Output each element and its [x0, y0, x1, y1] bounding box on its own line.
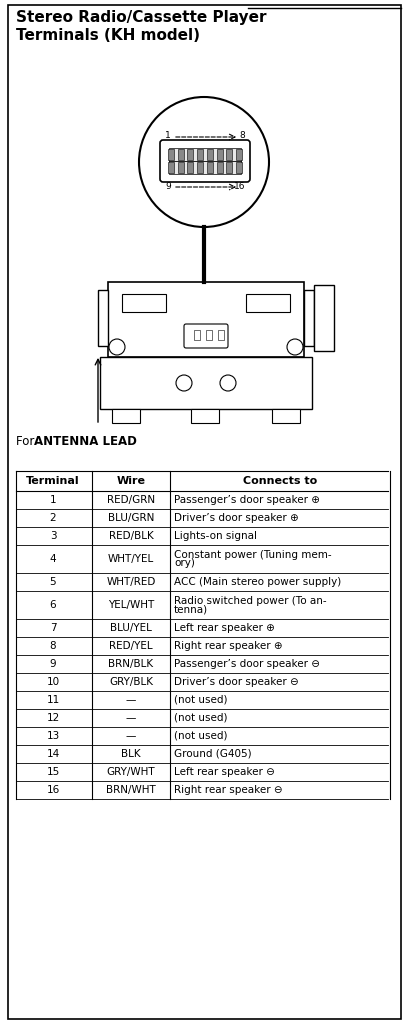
Bar [194, 330, 200, 340]
Bar [122, 294, 166, 312]
Text: BRN/WHT: BRN/WHT [106, 785, 156, 795]
Text: 4: 4 [49, 554, 56, 564]
Text: 8: 8 [49, 641, 56, 651]
Text: GRY/BLK: GRY/BLK [109, 677, 153, 687]
Text: Right rear speaker ⊖: Right rear speaker ⊖ [174, 785, 283, 795]
Bar [207, 162, 213, 173]
Bar [100, 357, 312, 409]
Text: 16: 16 [46, 785, 60, 795]
Bar [197, 162, 203, 173]
Bar [226, 150, 232, 160]
Text: (not used): (not used) [174, 713, 227, 723]
Bar [168, 162, 174, 173]
Text: ANTENNA LEAD: ANTENNA LEAD [34, 435, 137, 449]
Text: 6: 6 [49, 600, 56, 610]
Text: 7: 7 [49, 623, 56, 633]
Text: Constant power (Tuning mem-: Constant power (Tuning mem- [174, 550, 332, 559]
Bar [178, 150, 184, 160]
Bar [169, 148, 241, 174]
Bar [304, 290, 314, 346]
Circle shape [287, 339, 303, 355]
Text: (not used): (not used) [174, 731, 227, 741]
Bar [108, 282, 304, 357]
Text: Radio switched power (To an-: Radio switched power (To an- [174, 596, 327, 605]
Text: 14: 14 [46, 749, 60, 759]
Text: RED/YEL: RED/YEL [109, 641, 153, 651]
Text: Ground (G405): Ground (G405) [174, 749, 252, 759]
Text: RED/GRN: RED/GRN [107, 495, 155, 505]
Text: Terminals (KH model): Terminals (KH model) [16, 28, 200, 43]
Text: 2: 2 [49, 513, 56, 523]
Text: —: — [126, 695, 136, 705]
FancyBboxPatch shape [184, 324, 228, 348]
Text: 3: 3 [49, 531, 56, 541]
Text: 16: 16 [234, 182, 245, 191]
Text: Left rear speaker ⊕: Left rear speaker ⊕ [174, 623, 275, 633]
Text: —: — [126, 713, 136, 723]
Text: 1: 1 [49, 495, 56, 505]
Circle shape [109, 339, 125, 355]
Text: Terminal: Terminal [26, 476, 80, 486]
Text: GRY/WHT: GRY/WHT [107, 767, 155, 777]
Text: 12: 12 [46, 713, 60, 723]
Text: Driver’s door speaker ⊖: Driver’s door speaker ⊖ [174, 677, 299, 687]
Text: 1: 1 [165, 131, 171, 140]
Circle shape [139, 97, 269, 227]
Text: WHT/RED: WHT/RED [106, 577, 156, 587]
Text: WHT/YEL: WHT/YEL [108, 554, 154, 564]
Text: BLK: BLK [121, 749, 141, 759]
Text: Passenger’s door speaker ⊕: Passenger’s door speaker ⊕ [174, 495, 320, 505]
Text: tenna): tenna) [174, 604, 208, 614]
Bar [236, 150, 242, 160]
Text: 15: 15 [46, 767, 60, 777]
Bar [236, 162, 242, 173]
Text: BLU/GRN: BLU/GRN [108, 513, 154, 523]
Text: Stereo Radio/Cassette Player: Stereo Radio/Cassette Player [16, 10, 267, 25]
Text: RED/BLK: RED/BLK [109, 531, 153, 541]
Text: 8: 8 [239, 131, 245, 140]
Text: For: For [16, 435, 38, 449]
Text: 13: 13 [46, 731, 60, 741]
Bar [218, 330, 224, 340]
Circle shape [220, 375, 236, 391]
Text: Right rear speaker ⊕: Right rear speaker ⊕ [174, 641, 283, 651]
Bar [246, 294, 290, 312]
Text: 5: 5 [49, 577, 56, 587]
Text: (not used): (not used) [174, 695, 227, 705]
Text: YEL/WHT: YEL/WHT [108, 600, 154, 610]
Text: BRN/BLK: BRN/BLK [108, 659, 153, 669]
Bar [187, 162, 193, 173]
Text: BLU/YEL: BLU/YEL [110, 623, 152, 633]
Text: 10: 10 [47, 677, 60, 687]
Bar [207, 150, 213, 160]
Bar [178, 162, 184, 173]
FancyBboxPatch shape [160, 140, 250, 182]
Bar [98, 290, 108, 346]
Bar [206, 330, 212, 340]
Text: Driver’s door speaker ⊕: Driver’s door speaker ⊕ [174, 513, 299, 523]
Text: 9: 9 [165, 182, 171, 191]
Text: Passenger’s door speaker ⊖: Passenger’s door speaker ⊖ [174, 659, 320, 669]
Text: Wire: Wire [117, 476, 146, 486]
Text: Lights-on signal: Lights-on signal [174, 531, 257, 541]
Bar [217, 150, 222, 160]
Bar [191, 409, 219, 423]
Text: —: — [126, 731, 136, 741]
Text: 11: 11 [46, 695, 60, 705]
Bar [112, 409, 140, 423]
Circle shape [176, 375, 192, 391]
Text: Left rear speaker ⊖: Left rear speaker ⊖ [174, 767, 275, 777]
Text: 9: 9 [49, 659, 56, 669]
Bar [226, 162, 232, 173]
Text: Connects to: Connects to [243, 476, 317, 486]
Text: ACC (Main stereo power supply): ACC (Main stereo power supply) [174, 577, 341, 587]
Bar [217, 162, 222, 173]
Text: ory): ory) [174, 558, 195, 568]
Bar [314, 285, 334, 351]
Bar [187, 150, 193, 160]
Bar [168, 150, 174, 160]
Bar [197, 150, 203, 160]
Bar [272, 409, 300, 423]
